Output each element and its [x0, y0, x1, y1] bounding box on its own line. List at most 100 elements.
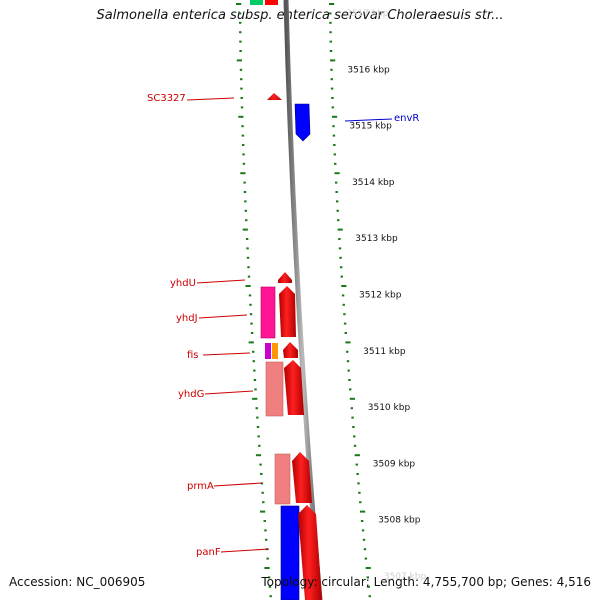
minor-tick — [239, 31, 242, 34]
major-tick — [341, 285, 347, 287]
minor-tick — [360, 520, 364, 522]
gene-arrow-prmA — [292, 452, 312, 503]
minor-tick — [357, 482, 360, 485]
minor-tick — [359, 501, 362, 504]
minor-tick — [337, 219, 340, 222]
minor-tick — [251, 350, 255, 353]
kbp-label: 3513 kbp — [355, 234, 398, 244]
minor-tick — [241, 144, 245, 146]
minor-tick — [344, 332, 347, 334]
minor-tick — [238, 21, 242, 24]
minor-tick — [330, 78, 333, 81]
minor-tick — [343, 313, 346, 316]
minor-tick — [333, 144, 336, 146]
minor-tick — [340, 275, 343, 278]
minor-tick — [253, 379, 257, 381]
gene-label-prmA: prmA — [187, 481, 214, 492]
minor-tick — [254, 388, 257, 391]
major-tick — [240, 172, 246, 175]
map-title: Salmonella enterica subsp. enterica sero… — [96, 8, 504, 23]
minor-tick — [238, 12, 242, 15]
minor-tick — [250, 332, 254, 334]
minor-tick — [338, 238, 341, 240]
major-tick — [248, 341, 254, 344]
major-tick — [260, 510, 266, 513]
minor-tick — [349, 388, 352, 391]
minor-tick — [259, 463, 262, 466]
minor-tick — [366, 576, 370, 579]
gene-arrow-SC3327 — [267, 93, 282, 100]
minor-tick — [240, 97, 243, 99]
minor-tick — [355, 463, 358, 466]
minor-tick — [331, 106, 334, 109]
feature-block-yhdG — [265, 361, 284, 417]
minor-tick — [255, 407, 258, 410]
feature-block-top-red — [265, 0, 278, 5]
major-tick — [329, 3, 335, 5]
minor-tick — [249, 303, 252, 306]
gene-arrow-yhdU — [278, 272, 292, 283]
minor-tick — [367, 585, 371, 588]
major-tick — [236, 59, 242, 62]
kbp-label: 3514 kbp — [352, 178, 395, 188]
minor-tick — [267, 576, 271, 579]
gene-label-envR: envR — [394, 113, 419, 124]
major-tick — [264, 567, 270, 569]
minor-tick — [269, 595, 272, 598]
minor-tick — [338, 247, 342, 250]
minor-tick — [350, 407, 353, 410]
major-tick — [337, 228, 343, 231]
major-tick — [236, 3, 242, 5]
major-tick — [354, 454, 360, 457]
minor-tick — [358, 491, 361, 494]
minor-tick — [342, 303, 345, 306]
kbp-label: 3511 kbp — [363, 347, 406, 357]
minor-tick — [253, 369, 256, 372]
minor-tick — [339, 266, 343, 269]
major-tick — [242, 228, 248, 231]
major-tick — [252, 397, 258, 400]
minor-tick — [329, 21, 332, 24]
minor-tick — [329, 31, 332, 34]
minor-tick — [245, 238, 249, 240]
major-tick — [345, 341, 351, 344]
minor-tick — [239, 40, 242, 43]
kbp-label: 3516 kbp — [347, 65, 390, 75]
gene-arrow-fis — [283, 342, 298, 358]
minor-tick — [329, 40, 332, 43]
minor-tick — [244, 200, 247, 203]
feature-block-fis-orange — [272, 343, 278, 359]
minor-tick — [351, 416, 354, 419]
minor-tick — [346, 350, 349, 353]
minor-tick — [363, 548, 367, 551]
minor-tick — [339, 256, 342, 259]
minor-tick — [333, 153, 336, 156]
minor-tick — [261, 491, 264, 494]
minor-tick — [260, 473, 263, 475]
minor-tick — [243, 191, 247, 193]
minor-tick — [246, 247, 249, 250]
minor-tick — [241, 134, 245, 137]
gene-label-SC3327: SC3327 — [147, 93, 186, 104]
minor-tick — [356, 473, 359, 475]
major-tick — [334, 172, 340, 175]
major-tick — [359, 510, 366, 513]
major-tick — [331, 115, 338, 118]
feature-block-yhdJ — [260, 286, 276, 339]
minor-tick — [241, 125, 244, 128]
minor-tick — [240, 87, 243, 90]
major-tick — [238, 115, 244, 118]
minor-tick — [329, 50, 333, 52]
leader-panF — [220, 548, 270, 553]
feature-block-prmA — [274, 453, 291, 505]
minor-tick — [330, 87, 334, 90]
kbp-label: 3517 kbp — [346, 9, 389, 19]
leader-yhdJ — [198, 314, 248, 319]
kbp-label: 3509 kbp — [373, 459, 416, 469]
gene-label-yhdU: yhdU — [170, 278, 196, 289]
minor-tick — [353, 435, 356, 438]
leader-prmA — [213, 482, 263, 487]
minor-tick — [334, 162, 337, 165]
minor-tick — [248, 294, 252, 297]
